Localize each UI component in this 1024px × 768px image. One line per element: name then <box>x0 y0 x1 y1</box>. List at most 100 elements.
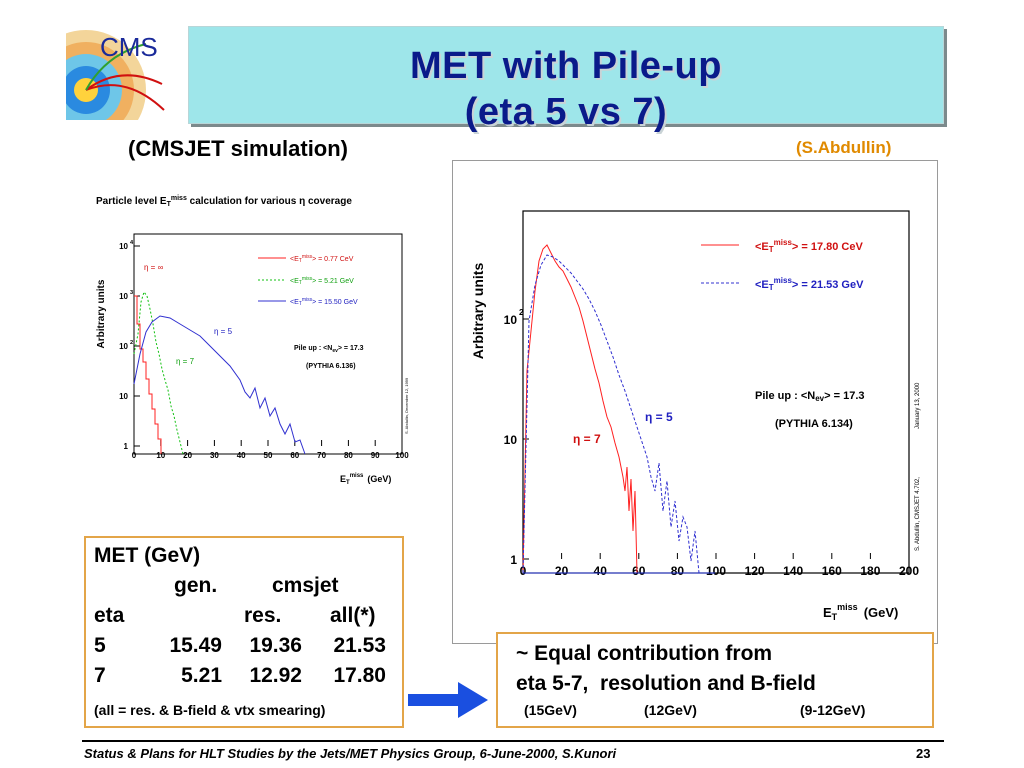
xtick-label: 30 <box>210 451 219 460</box>
xtick-label: 40 <box>594 564 608 578</box>
ytick-label: 10 <box>504 313 518 327</box>
page-number: 23 <box>916 746 931 761</box>
xtick-label: 160 <box>822 564 842 578</box>
ytick-label: 10 <box>119 242 128 251</box>
met-row2-gen: 5.21 <box>181 664 222 687</box>
right-caption: (S.Abdullin) <box>796 138 892 157</box>
right-hist-eta5 <box>522 254 703 574</box>
cms-logo: CMS <box>26 24 170 150</box>
xtick-label: 40 <box>237 451 246 460</box>
right-legend-1: <ETmiss> = 17.80 CeV <box>755 238 863 254</box>
ytick-exponent: 2 <box>130 340 133 346</box>
footer-text: Status & Plans for HLT Studies by the Je… <box>84 746 617 761</box>
ytick-exponent: 3 <box>130 290 133 296</box>
xtick-label: 70 <box>317 451 326 460</box>
left-label-eta-inf: η = ∞ <box>144 263 164 272</box>
left-plot: Particle level ETmiss calculation for va… <box>90 184 420 504</box>
met-row1-gen: 15.49 <box>169 634 222 657</box>
ytick-label: 10 <box>119 392 128 401</box>
right-pythia: (PYTHIA 6.134) <box>775 418 853 430</box>
met-row1-all: 21.53 <box>333 634 386 657</box>
xtick-label: 0 <box>132 451 137 460</box>
xtick-label: 80 <box>671 564 685 578</box>
left-pileup: Pile up : <Nev> = 17.3 <box>294 345 364 354</box>
left-legend-3: <ETmiss> = 15.50 GeV <box>290 297 358 307</box>
met-footnote: (all = res. & B-field & vtx smearing) <box>94 702 326 718</box>
logo-text: CMS <box>100 32 158 62</box>
left-legend-1: <ETmiss> = 0.77 CeV <box>290 254 354 264</box>
xtick-label: 20 <box>183 451 192 460</box>
ytick-exponent: 2 <box>519 307 524 317</box>
left-label-eta5: η = 5 <box>214 327 233 336</box>
met-col-all: all(*) <box>330 604 376 627</box>
right-pileup: Pile up : <Nev> = 17.3 <box>755 390 865 403</box>
right-label-eta5: η = 5 <box>645 410 673 424</box>
right-plot-axes <box>522 210 910 574</box>
left-plot-title: Particle level ETmiss calculation for va… <box>96 195 352 208</box>
left-plot-ylabel: Arbitrary units <box>96 279 107 348</box>
right-hist-eta7 <box>522 244 639 574</box>
xtick-label: 100 <box>706 564 726 578</box>
xtick-label: 140 <box>783 564 803 578</box>
left-plot-svg: Particle level ETmiss calculation for va… <box>96 195 409 486</box>
ytick-label: 1 <box>124 442 129 451</box>
right-plot: Arbitrary units 0 20 40 60 80 100 120 140 160 180… <box>452 160 938 644</box>
met-col-cmsjet: cmsjet <box>272 574 339 597</box>
left-hist-eta5 <box>133 315 306 455</box>
xtick-label: 200 <box>899 564 919 578</box>
ytick-label: 10 <box>119 292 128 301</box>
right-plot-svg: Arbitrary units 0 20 40 60 80 100 120 140 160 180… <box>470 210 921 622</box>
met-row1-eta: 5 <box>94 634 106 657</box>
ytick-label: 10 <box>504 433 518 447</box>
conclusion-line2: eta 5-7, resolution and B-field <box>516 672 816 695</box>
left-side-note: S. Abdullin, December 12, 1999 <box>404 377 409 434</box>
right-plot-xticks: 0 20 40 60 80 100 120 140 160 180 200 <box>520 553 919 578</box>
conclusion-box: ~ Equal contribution from eta 5-7, resol… <box>496 632 934 728</box>
xtick-label: 180 <box>860 564 880 578</box>
met-col-res: res. <box>244 604 282 627</box>
xtick-label: 20 <box>555 564 569 578</box>
xtick-label: 60 <box>290 451 299 460</box>
met-heading: MET (GeV) <box>94 544 201 567</box>
xtick-label: 120 <box>745 564 765 578</box>
right-label-eta7: η = 7 <box>573 432 601 446</box>
conclusion-line1: ~ Equal contribution from <box>516 642 773 665</box>
slide-title-line2: (eta 5 vs 7) <box>464 91 668 133</box>
xtick-label: 100 <box>395 451 409 460</box>
xtick-label: 10 <box>156 451 165 460</box>
xtick-label: 50 <box>264 451 273 460</box>
xtick-label: 80 <box>344 451 353 460</box>
left-hist-eta-inf <box>134 295 162 454</box>
left-plot-axes <box>133 233 403 455</box>
met-row2-res: 12.92 <box>249 664 302 687</box>
conclusion-value-3: (9-12GeV) <box>800 702 866 718</box>
left-label-eta7: η = 7 <box>176 357 195 366</box>
met-row2-eta: 7 <box>94 664 106 687</box>
right-plot-ylabel: Arbitrary units <box>470 263 486 360</box>
slide-title-line1: MET with Pile-up <box>410 45 722 87</box>
right-legend-2: <ETmiss> = 21.53 GeV <box>755 276 864 292</box>
xtick-label: 60 <box>632 564 646 578</box>
left-plot-xlabel: ETmiss (GeV) <box>340 473 391 486</box>
left-legend-2: <ETmiss> = 5.21 GeV <box>290 276 354 286</box>
footer-divider <box>82 740 944 742</box>
xtick-label: 90 <box>371 451 380 460</box>
left-pythia: (PYTHIA 6.136) <box>306 363 356 370</box>
met-row2-all: 17.80 <box>333 664 386 687</box>
left-plot-xticks: 0 10 20 30 40 50 60 70 80 90 100 <box>132 440 409 460</box>
ytick-label: 10 <box>119 342 128 351</box>
right-side-note1: January 13, 2000 <box>915 382 921 429</box>
met-table-box: MET (GeV) gen. cmsjet eta res. all(*) 5 … <box>84 536 404 728</box>
right-arrow-icon <box>408 682 488 718</box>
ytick-exponent: 4 <box>130 240 134 246</box>
met-col-gen: gen. <box>174 574 218 597</box>
left-caption: (CMSJET simulation) <box>128 136 349 161</box>
right-side-note2: S. Abdullin, CMSJET 4.702, <box>915 477 921 551</box>
conclusion-value-1: (15GeV) <box>524 702 577 718</box>
met-row-label: eta <box>94 604 125 627</box>
ytick-label: 1 <box>510 553 517 567</box>
right-plot-xlabel: ETmiss (GeV) <box>823 602 898 622</box>
title-banner: MET with Pile-up (eta 5 vs 7) <box>188 26 944 133</box>
met-row1-res: 19.36 <box>249 634 302 657</box>
